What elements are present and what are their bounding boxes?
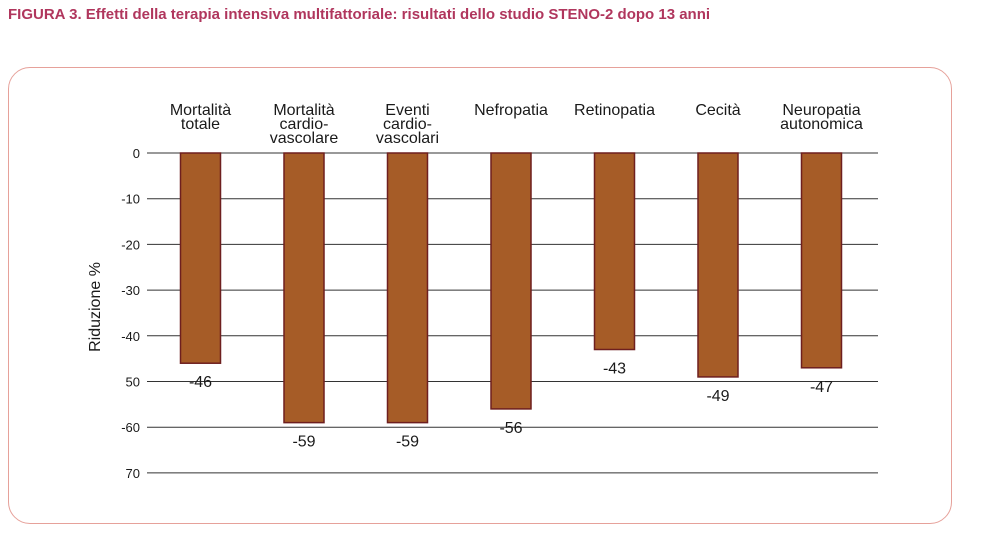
y-axis-label: Riduzione % [87,262,104,352]
category-label-line: cardio- [383,116,432,133]
bar [697,152,739,378]
category-label-line: Retinopatia [574,102,655,119]
category-label: Mortalità cardio-vascolare [270,102,339,147]
y-tick-label: -10 [121,192,140,207]
category-label: Cecità [695,102,740,119]
category-label-line: cardio- [280,116,329,133]
category-label-line: vascolare [270,130,339,147]
bar [283,152,325,424]
y-tick-label: -30 [121,283,140,298]
category-label: Mortalità totale [170,102,231,133]
y-tick-label: 70 [126,466,140,481]
category-label: Eventi cardio-vascolari [376,102,439,147]
category-label-line: Nefropatia [474,102,548,119]
y-tick-label: -20 [121,237,140,252]
value-label: -49 [706,388,729,405]
value-label: -56 [499,420,522,437]
y-tick-label: -60 [121,420,140,435]
category-label-line: Mortalità [170,102,231,119]
bar [179,152,222,364]
value-label: -47 [810,379,833,396]
category-label: Nefropatia [474,102,548,119]
category-label-line: Eventi [385,102,429,119]
bar [800,152,843,369]
bar [386,152,429,424]
category-label: Neuropatia autonomica [780,102,863,133]
category-label-line: Mortalità [273,102,334,119]
category-label-line: totale [181,116,220,133]
value-label: -59 [396,434,419,451]
chart-frame [8,67,952,524]
bar [593,152,636,351]
category-label: Retinopatia [574,102,655,119]
y-tick-label: 0 [133,146,140,161]
bar [490,152,532,410]
category-label-line: autonomica [780,116,863,133]
category-label-line: Neuropatia [782,102,860,119]
y-tick-label: -40 [121,329,140,344]
category-label-line: Cecità [695,102,740,119]
value-label: -59 [292,434,315,451]
category-label-line: vascolari [376,130,439,147]
y-tick-label: 50 [126,375,140,390]
value-label: -46 [189,374,212,391]
figure-title: FIGURA 3. Effetti della terapia intensiv… [8,6,711,23]
value-label: -43 [603,361,626,378]
